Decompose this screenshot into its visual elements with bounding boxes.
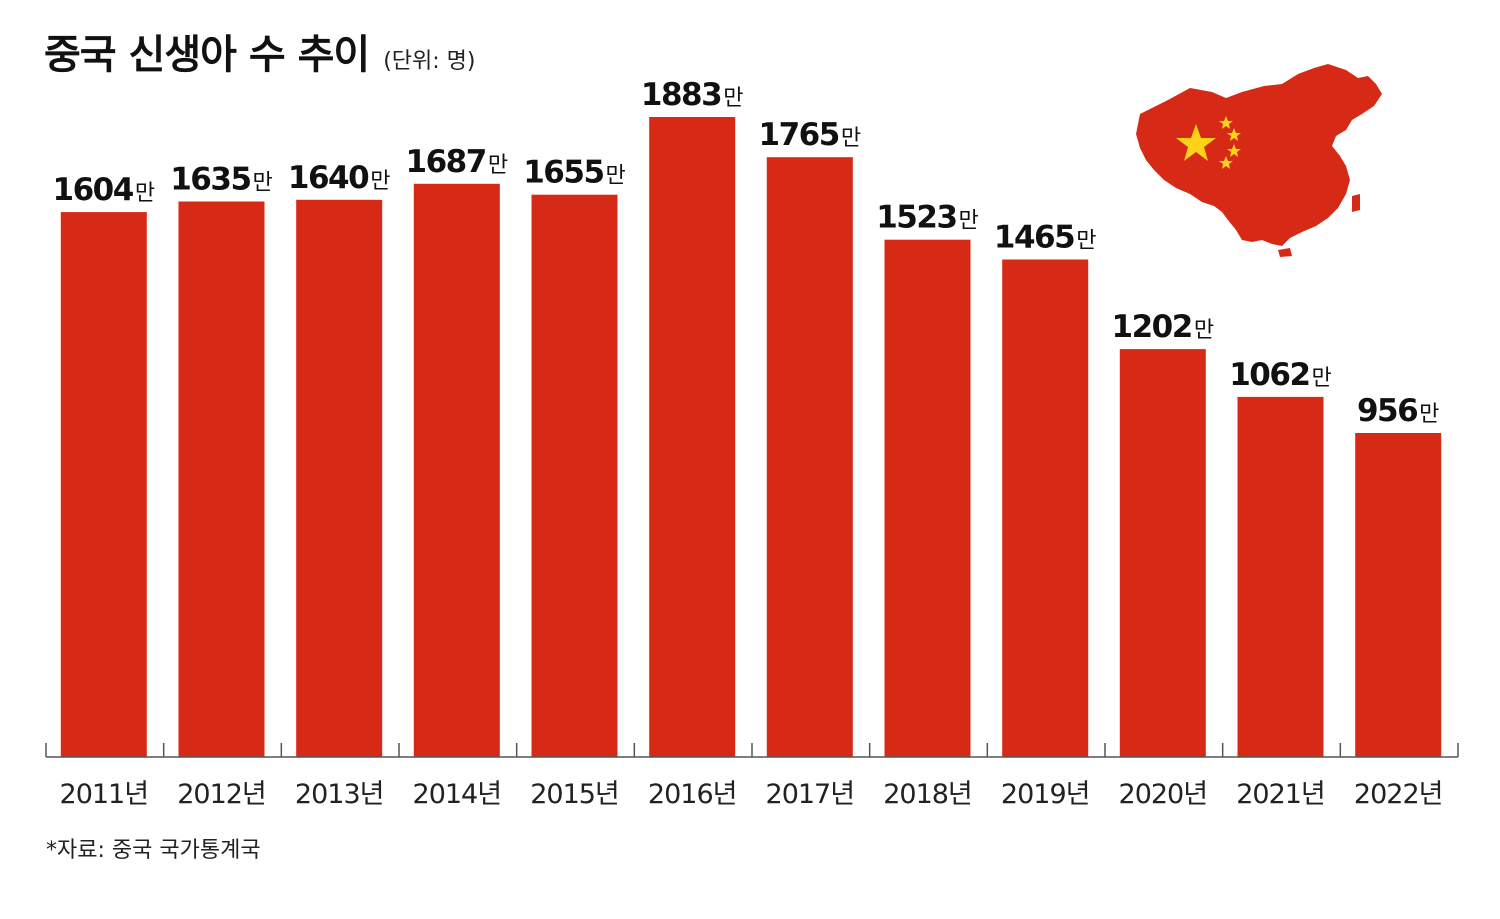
x-tick-label: 2013년 xyxy=(295,779,384,810)
china-map-flag-icon xyxy=(1136,64,1382,257)
flag-small-star-1 xyxy=(1219,116,1233,129)
bar-chart: 1604만 2011년 1635만 2012년 1640만 2013년 1687만 2014년… xyxy=(45,77,1459,810)
value-label: 1687만 xyxy=(406,144,509,180)
bar-2021년 xyxy=(1237,396,1324,757)
bar-2019년 xyxy=(1002,259,1089,757)
value-label: 1883만 xyxy=(641,77,744,113)
source-note: *자료: 중국 국가통계국 xyxy=(46,838,261,863)
flag-small-star-2 xyxy=(1227,128,1241,141)
bar-2015년 xyxy=(531,194,618,757)
bar-2016년 xyxy=(649,117,736,757)
bar-2013년 xyxy=(296,199,383,758)
value-label: 1465만 xyxy=(994,220,1097,256)
x-tick-label: 2022년 xyxy=(1354,779,1443,810)
taiwan-island xyxy=(1352,194,1360,212)
value-label: 1062만 xyxy=(1229,357,1332,393)
bar-2018년 xyxy=(884,239,971,757)
unit-label: (단위: 명) xyxy=(383,49,476,74)
x-tick-label: 2019년 xyxy=(1001,779,1090,810)
x-tick-label: 2011년 xyxy=(60,779,149,810)
value-label: 1202만 xyxy=(1112,309,1215,345)
chart-title-group: 중국 신생아 수 추이 (단위: 명) xyxy=(44,22,475,80)
value-label: 1765만 xyxy=(759,117,862,153)
value-label: 1635만 xyxy=(170,162,273,198)
x-tick-label: 2014년 xyxy=(413,779,502,810)
china-map-shape xyxy=(1136,64,1382,246)
x-tick-label: 2020년 xyxy=(1119,779,1208,810)
x-tick-label: 2018년 xyxy=(883,779,972,810)
bar-2017년 xyxy=(766,157,853,757)
bar-2011년 xyxy=(60,212,147,758)
value-label: 1640만 xyxy=(288,160,391,196)
chart-title: 중국 신생아 수 추이 xyxy=(44,32,370,78)
value-label: 1523만 xyxy=(876,200,979,236)
x-tick-label: 2016년 xyxy=(648,779,737,810)
hainan-island xyxy=(1278,248,1292,257)
x-tick-label: 2012년 xyxy=(177,779,266,810)
value-label: 1655만 xyxy=(523,155,626,191)
bar-2014년 xyxy=(413,183,500,758)
flag-large-star xyxy=(1176,124,1216,161)
value-label: 956만 xyxy=(1357,393,1439,429)
flag-small-star-4 xyxy=(1219,156,1233,169)
flag-small-star-3 xyxy=(1227,144,1241,157)
bar-2020년 xyxy=(1119,349,1206,757)
x-tick-label: 2017년 xyxy=(766,779,855,810)
bar-2022년 xyxy=(1355,433,1442,757)
x-tick-label: 2015년 xyxy=(530,779,619,810)
value-label: 1604만 xyxy=(53,172,156,208)
bar-2012년 xyxy=(178,201,265,757)
x-tick-label: 2021년 xyxy=(1236,779,1325,810)
